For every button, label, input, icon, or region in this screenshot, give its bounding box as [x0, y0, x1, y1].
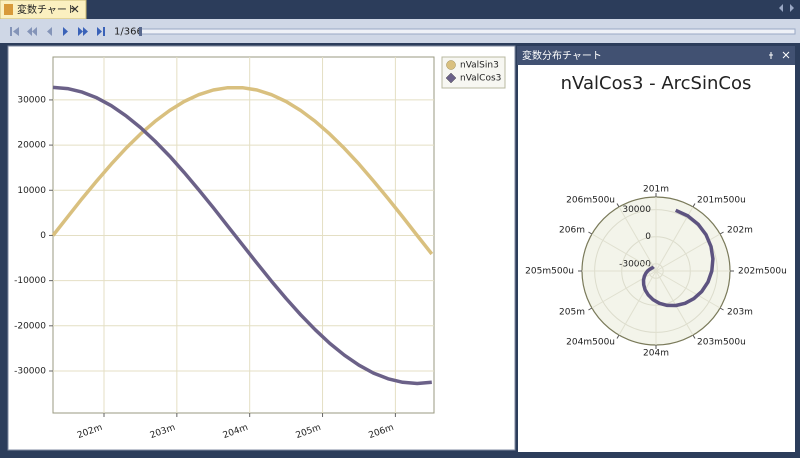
slider-track[interactable] — [139, 28, 796, 35]
angular-tick-label: 203m — [727, 308, 753, 318]
grid-spoke — [655, 270, 721, 309]
tab-title: 変数チャート — [17, 3, 77, 16]
tab-scroll[interactable] — [779, 4, 794, 12]
angular-tick-label: 205m — [559, 308, 585, 318]
grid-spoke — [591, 233, 657, 272]
angular-tick-label: 206m500u — [566, 195, 615, 205]
grid-spoke — [655, 206, 694, 272]
grid-spoke — [655, 270, 694, 336]
grid-spoke — [618, 270, 657, 336]
player-buttons[interactable] — [10, 27, 105, 36]
angular-tick-label: 203m500u — [697, 338, 746, 348]
frame-counter: 1/366 — [114, 27, 143, 38]
panel-header — [517, 46, 795, 65]
angular-tick — [719, 231, 724, 235]
angular-tick-label: 206m — [559, 226, 585, 236]
angular-tick-label: 205m500u — [525, 267, 574, 277]
y-tick-label: 10000 — [17, 186, 46, 196]
series-line — [51, 85, 434, 256]
legend-marker — [446, 60, 456, 70]
panel-title: 変数分布チャート — [522, 49, 602, 62]
grid-spoke — [618, 206, 657, 272]
legend-label: nValCos3 — [460, 74, 501, 84]
angular-tick — [692, 203, 696, 208]
angular-tick — [588, 231, 593, 235]
angular-tick — [616, 334, 620, 339]
y-tick-label: 30000 — [17, 95, 46, 105]
tab-icon — [4, 4, 13, 15]
legend-marker — [445, 72, 457, 84]
legend-label: nValSin3 — [460, 61, 499, 71]
angular-tick-label: 204m — [643, 349, 669, 359]
radial-tick-label: -30000 — [619, 259, 651, 269]
angular-tick — [692, 334, 696, 339]
y-tick-label: -30000 — [14, 366, 46, 376]
panel-buttons[interactable] — [769, 51, 790, 59]
y-tick-label: 20000 — [17, 141, 46, 151]
slider-thumb[interactable] — [139, 27, 142, 36]
y-tick-label: 0 — [40, 231, 46, 241]
y-tick-label: -10000 — [14, 276, 46, 286]
y-tick-label: -20000 — [14, 321, 46, 331]
polar-title: nValCos3 - ArcSinCos — [561, 73, 752, 94]
angular-tick-label: 201m500u — [697, 195, 746, 205]
series-line — [52, 85, 432, 386]
angular-tick-label: 204m500u — [566, 338, 615, 348]
angular-tick — [719, 307, 724, 311]
polar-series — [641, 208, 715, 308]
radial-tick-label: 0 — [645, 232, 651, 242]
angular-tick — [616, 203, 620, 208]
angular-tick-label: 201m — [643, 185, 669, 195]
tab-close[interactable] — [71, 5, 79, 13]
angular-tick — [588, 307, 593, 311]
radial-tick-label: 30000 — [622, 205, 651, 215]
angular-tick-label: 202m — [727, 226, 753, 236]
angular-tick-label: 202m500u — [738, 267, 787, 277]
